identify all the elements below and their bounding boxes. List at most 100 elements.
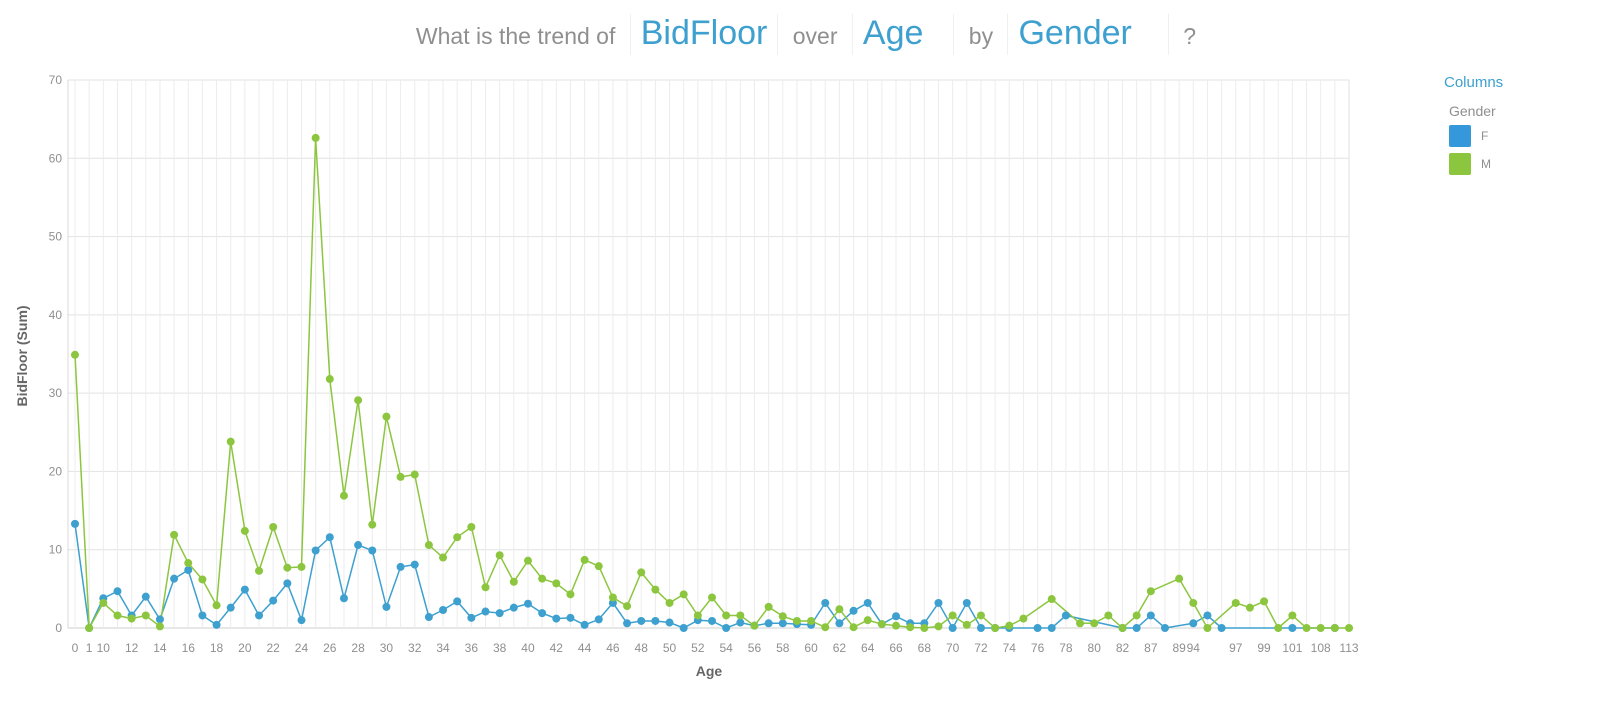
data-point-m[interactable] [962,620,971,629]
data-point-m[interactable] [71,350,79,359]
data-point-m[interactable] [750,621,759,630]
data-point-m[interactable] [1288,611,1297,620]
data-point-f[interactable] [566,613,575,622]
data-point-m[interactable] [736,611,745,620]
data-point-m[interactable] [1330,624,1339,632]
data-point-f[interactable] [170,574,179,583]
data-point-m[interactable] [269,523,278,532]
data-point-m[interactable] [608,593,617,602]
data-point-m[interactable] [538,574,547,583]
data-point-m[interactable] [778,612,787,621]
data-point-m[interactable] [863,616,872,625]
data-point-m[interactable] [1203,624,1212,632]
data-point-f[interactable] [1047,624,1056,632]
legend-item-m[interactable]: M [1449,151,1590,177]
data-point-f[interactable] [523,599,532,608]
data-point-m[interactable] [934,622,943,631]
data-point-f[interactable] [679,624,688,632]
data-point-f[interactable] [623,619,632,628]
data-point-m[interactable] [1189,598,1198,607]
data-point-f[interactable] [255,611,264,620]
data-point-m[interactable] [665,598,674,607]
data-point-m[interactable] [311,133,320,142]
data-point-m[interactable] [835,605,844,614]
data-point-f[interactable] [608,598,617,607]
data-point-m[interactable] [679,590,688,599]
data-point-f[interactable] [821,598,830,607]
data-point-m[interactable] [976,611,985,620]
data-point-f[interactable] [453,597,462,606]
data-point-m[interactable] [920,624,929,632]
data-point-m[interactable] [594,562,603,571]
data-point-f[interactable] [892,612,901,621]
data-point-m[interactable] [467,523,476,532]
data-point-f[interactable] [637,616,646,625]
data-point-f[interactable] [113,587,122,596]
data-point-f[interactable] [976,624,985,632]
data-point-f[interactable] [580,620,589,629]
data-point-m[interactable] [1118,624,1127,632]
data-point-m[interactable] [1231,598,1240,607]
data-point-f[interactable] [141,592,150,601]
data-point-m[interactable] [552,579,561,588]
data-point-m[interactable] [1019,614,1028,623]
data-point-f[interactable] [962,598,971,607]
data-point-f[interactable] [736,618,745,627]
data-point-m[interactable] [722,611,731,620]
data-point-f[interactable] [439,605,448,614]
data-point-m[interactable] [623,602,632,611]
data-point-m[interactable] [566,590,575,599]
data-point-f[interactable] [1061,611,1070,620]
data-point-f[interactable] [863,598,872,607]
data-point-f[interactable] [226,603,235,612]
data-point-m[interactable] [651,585,660,594]
data-point-m[interactable] [1146,587,1155,596]
data-point-m[interactable] [170,530,179,539]
data-point-m[interactable] [523,556,532,565]
data-point-m[interactable] [1175,574,1184,583]
data-point-m[interactable] [892,621,901,630]
data-point-f[interactable] [1217,624,1226,632]
data-point-m[interactable] [354,396,363,405]
data-point-f[interactable] [339,594,348,603]
data-point-m[interactable] [382,412,391,421]
data-point-m[interactable] [184,559,193,568]
data-point-m[interactable] [764,602,773,611]
data-point-f[interactable] [1160,624,1169,632]
data-point-f[interactable] [835,619,844,628]
data-point-m[interactable] [1076,619,1085,628]
data-point-m[interactable] [481,583,490,592]
data-point-f[interactable] [155,615,164,624]
data-point-m[interactable] [453,533,462,542]
data-point-f[interactable] [665,618,674,627]
data-point-m[interactable] [212,601,221,610]
data-point-f[interactable] [495,609,504,618]
data-point-m[interactable] [255,566,264,575]
data-point-m[interactable] [637,568,646,577]
data-point-m[interactable] [849,623,858,632]
data-point-f[interactable] [184,566,193,575]
data-point-f[interactable] [764,619,773,628]
data-point-f[interactable] [240,585,249,594]
data-point-f[interactable] [722,624,731,632]
data-point-m[interactable] [439,553,448,562]
data-point-f[interactable] [71,519,79,528]
data-point-m[interactable] [325,375,334,384]
data-point-m[interactable] [1104,611,1113,620]
data-point-f[interactable] [1132,624,1141,632]
data-point-m[interactable] [1005,621,1014,630]
data-point-m[interactable] [877,620,886,629]
data-point-m[interactable] [1047,595,1056,604]
data-point-m[interactable] [807,616,816,625]
data-point-f[interactable] [934,598,943,607]
data-point-m[interactable] [580,555,589,564]
data-point-f[interactable] [509,603,518,612]
data-point-f[interactable] [297,616,306,625]
data-point-m[interactable] [240,526,249,535]
data-point-f[interactable] [538,609,547,618]
data-point-f[interactable] [708,616,716,625]
data-point-m[interactable] [141,611,150,620]
data-point-m[interactable] [821,623,830,632]
data-point-m[interactable] [693,611,702,620]
data-point-f[interactable] [396,562,405,571]
